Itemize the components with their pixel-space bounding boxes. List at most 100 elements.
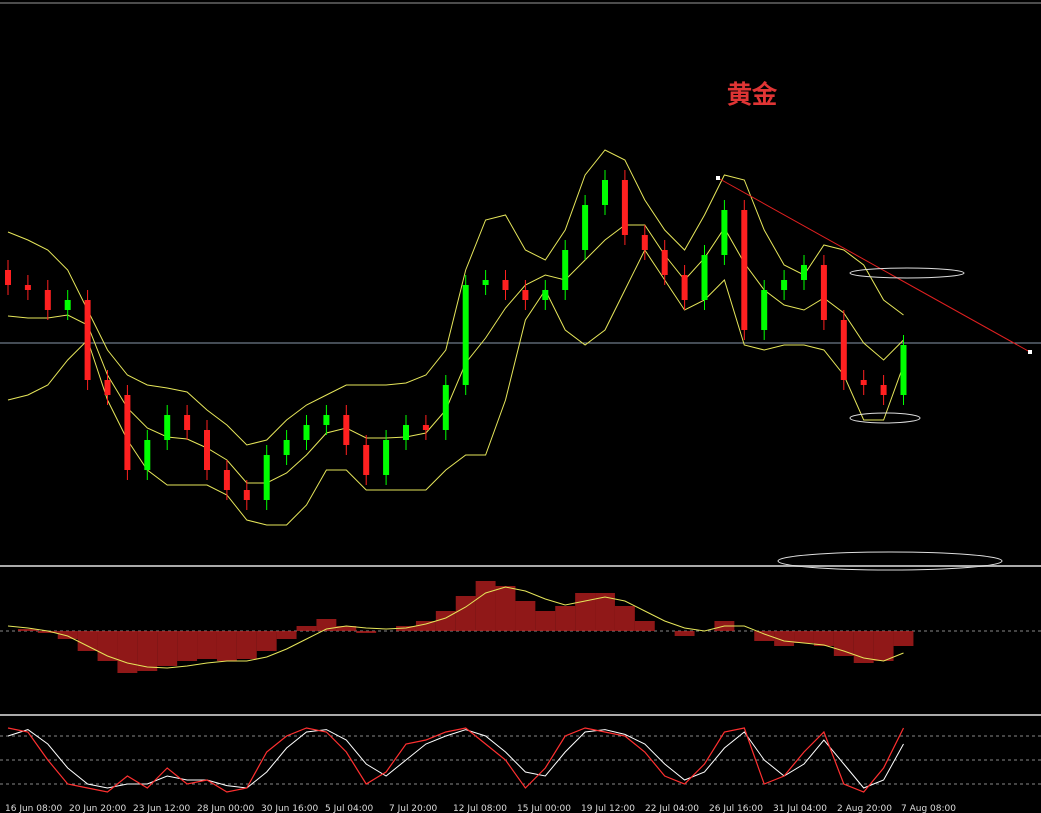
candle-body xyxy=(900,345,907,395)
macd-bar xyxy=(57,631,78,639)
candle-body xyxy=(422,425,429,430)
macd-bar xyxy=(595,593,615,631)
macd-bar xyxy=(674,631,695,636)
macd-bar xyxy=(17,629,38,631)
highlight-ellipse xyxy=(777,551,1003,571)
candle-body xyxy=(84,300,91,380)
x-tick-label: 20 Jun 20:00 xyxy=(69,804,126,813)
candle-body xyxy=(801,265,807,280)
macd-bar xyxy=(117,631,138,673)
macd-bar xyxy=(216,631,237,661)
candle-body xyxy=(164,415,171,440)
candle-body xyxy=(184,415,191,430)
candle-body xyxy=(761,290,768,330)
macd-bar xyxy=(475,581,496,631)
x-tick-label: 30 Jun 16:00 xyxy=(261,804,318,813)
x-tick-label: 7 Jul 20:00 xyxy=(389,804,438,813)
candle-body xyxy=(522,290,529,300)
macd-bar xyxy=(256,631,277,651)
candle-body xyxy=(64,300,71,310)
candle-body xyxy=(263,455,270,500)
candle-body xyxy=(840,320,847,380)
macd-bar xyxy=(575,593,596,631)
candle-body xyxy=(820,265,827,320)
candle-body xyxy=(602,180,608,205)
macd-bar xyxy=(415,621,436,631)
highlight-ellipse xyxy=(849,267,965,279)
macd-bar xyxy=(794,631,814,643)
highlight-ellipse xyxy=(849,412,921,424)
candle-body xyxy=(741,210,748,330)
candle-body xyxy=(283,440,290,455)
macd-bar xyxy=(137,631,158,671)
band-lower xyxy=(7,249,904,526)
x-tick-label: 28 Jun 00:00 xyxy=(197,804,254,813)
candle-body xyxy=(661,250,668,275)
candle-body xyxy=(383,440,390,475)
macd-bar xyxy=(495,586,516,631)
macd-bar xyxy=(893,631,914,646)
macd-bar xyxy=(157,631,178,666)
macd-bar xyxy=(356,631,377,633)
candle-body xyxy=(562,250,569,290)
chart-title: 黄金 xyxy=(727,80,778,109)
trend-line xyxy=(717,177,1031,353)
x-tick-label: 5 Jul 04:00 xyxy=(325,804,374,813)
macd-bar xyxy=(873,631,894,661)
candle-body xyxy=(860,380,867,385)
x-tick-label: 19 Jul 12:00 xyxy=(581,804,635,813)
macd-bar xyxy=(515,601,536,631)
x-tick-label: 7 Aug 08:00 xyxy=(901,804,956,813)
candle-body xyxy=(781,280,788,290)
x-tick-label: 15 Jul 00:00 xyxy=(517,804,571,813)
candle-body xyxy=(5,270,11,285)
macd-bar xyxy=(296,626,317,631)
candle-body xyxy=(303,425,310,440)
candle-body xyxy=(502,280,509,290)
macd-bar xyxy=(455,596,476,631)
x-tick-label: 23 Jun 12:00 xyxy=(133,804,190,813)
x-tick-label: 2 Aug 20:00 xyxy=(837,804,892,813)
candle-body xyxy=(343,415,350,445)
candle-body xyxy=(204,430,210,470)
macd-bar xyxy=(336,626,357,631)
x-tick-label: 12 Jul 08:00 xyxy=(453,804,507,813)
candle-body xyxy=(24,285,31,290)
candle-body xyxy=(323,415,330,425)
candle-body xyxy=(243,490,250,500)
macd-bar xyxy=(774,631,795,646)
x-tick-label: 31 Jul 04:00 xyxy=(773,804,827,813)
candle-body xyxy=(124,395,131,470)
candle-body xyxy=(462,285,469,385)
candle-body xyxy=(721,210,728,255)
stoch-signal xyxy=(7,729,904,789)
candle-body xyxy=(363,445,370,475)
stoch-main xyxy=(7,727,905,793)
candle-body xyxy=(681,275,688,300)
macd-bar xyxy=(236,631,257,659)
trend-handle xyxy=(716,176,720,180)
macd-bar xyxy=(77,631,98,651)
candle-body xyxy=(641,235,648,250)
macd-bar xyxy=(535,611,556,631)
x-tick-label: 22 Jul 04:00 xyxy=(645,804,699,813)
macd-bar xyxy=(634,621,655,631)
candle-body xyxy=(582,205,589,250)
x-tick-label: 16 Jun 08:00 xyxy=(5,804,62,813)
x-tick-label: 26 Jul 16:00 xyxy=(709,804,763,813)
candle-body xyxy=(482,280,489,285)
macd-bar xyxy=(833,631,854,656)
plot-area: 16 Jun 08:00 20 Jun 20:00 23 Jun 12:00 28 J… xyxy=(0,149,1041,813)
candle-body xyxy=(403,425,409,440)
macd-bar xyxy=(555,606,576,631)
candle-body xyxy=(442,385,449,430)
macd-bar xyxy=(435,611,456,631)
trend-handle xyxy=(1028,350,1032,354)
candle-body xyxy=(104,380,111,395)
candle-body xyxy=(621,180,628,235)
band-upper xyxy=(7,149,904,446)
candle-body xyxy=(542,290,549,300)
